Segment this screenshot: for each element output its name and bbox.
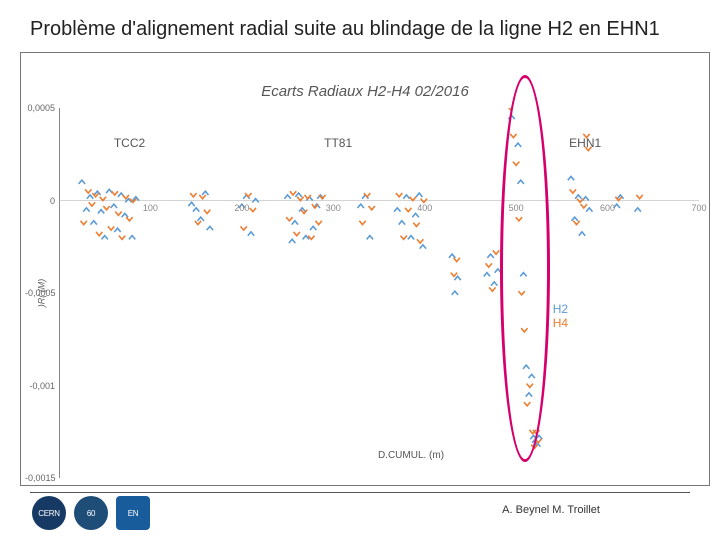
y-tick: 0,0005	[25, 103, 55, 113]
cern-logo-icon: CERN	[32, 496, 66, 530]
region-label: TT81	[324, 136, 352, 150]
legend-item-h4: H4	[553, 316, 568, 330]
x-tick: 400	[417, 203, 432, 213]
x-tick: 700	[691, 203, 706, 213]
chart-container: Ecarts Radiaux H2-H4 02/2016 )R( (M) 0,0…	[20, 52, 710, 486]
x-tick: 300	[326, 203, 341, 213]
chart-title: Ecarts Radiaux H2-H4 02/2016	[21, 83, 709, 100]
region-label: EHN1	[569, 136, 601, 150]
footer-divider	[30, 492, 690, 493]
legend-item-h2: H2	[553, 302, 568, 316]
region-label: TCC2	[114, 136, 145, 150]
cern-60-logo-icon: 60	[74, 496, 108, 530]
slide: Problème d'alignement radial suite au bl…	[0, 0, 720, 540]
slide-title: Problème d'alignement radial suite au bl…	[30, 18, 690, 41]
scatter-plot	[59, 108, 699, 478]
x-tick: 500	[509, 203, 524, 213]
x-tick: 100	[143, 203, 158, 213]
x-tick: 600	[600, 203, 615, 213]
x-tick: 200	[234, 203, 249, 213]
x-axis-label: D.CUMUL. (m)	[378, 450, 444, 461]
footer-credit: A. Beynel M. Troillet	[502, 504, 600, 516]
en-logo-icon: EN	[116, 496, 150, 530]
y-tick: -0,0015	[25, 473, 55, 483]
y-tick: 0	[25, 196, 55, 206]
legend: H2H4	[553, 302, 568, 330]
y-tick: -0,0005	[25, 288, 55, 298]
plot-region: )R( (M) 0,00050-0,0005-0,001-0,001510020…	[59, 108, 699, 478]
y-tick: -0,001	[25, 381, 55, 391]
